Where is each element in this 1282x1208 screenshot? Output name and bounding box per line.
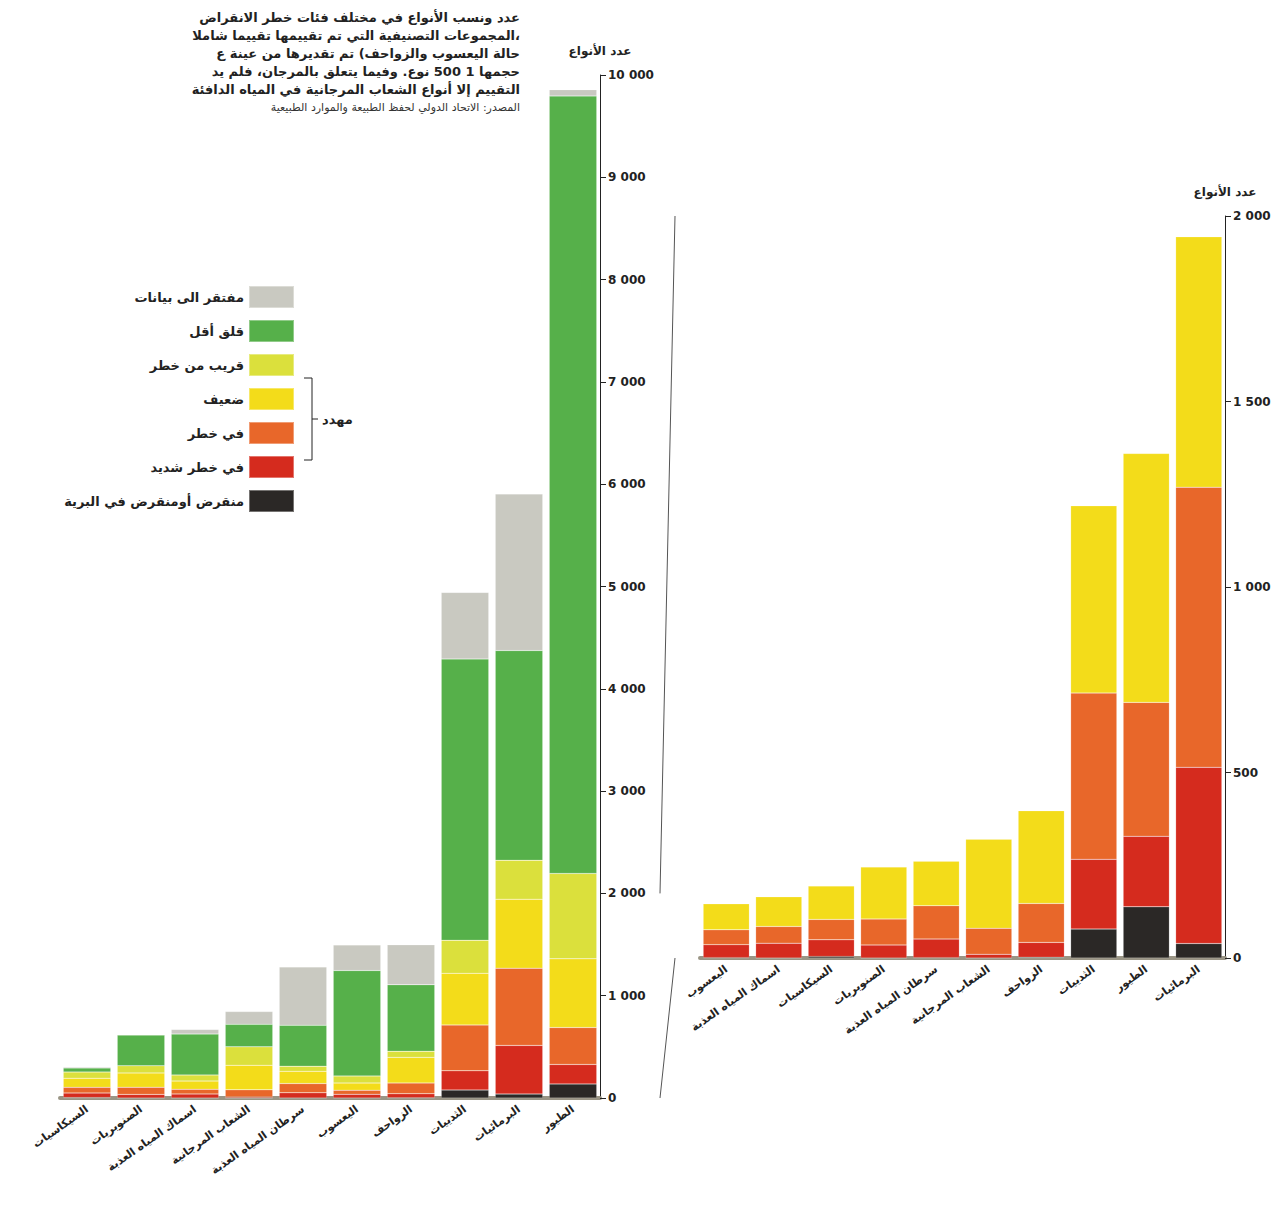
svg-text:قريب من خطر: قريب من خطر (149, 358, 244, 373)
svg-text:الثدييات: الثدييات (426, 1103, 468, 1138)
svg-text:حجمها 1 500 نوع. وفيما يتعلق ب: حجمها 1 500 نوع. وفيما يتعلق بالمرجان، ف… (212, 64, 520, 79)
svg-text:حالة اليعسوب والزواحف) تم تقدي: حالة اليعسوب والزواحف) تم تقديرها من عين… (216, 46, 520, 61)
svg-text:المصدر: الاتحاد الدولي لحفظ ال: المصدر: الاتحاد الدولي لحفظ الطبيعة والم… (271, 101, 520, 114)
svg-text:اليعسوب: اليعسوب (314, 1103, 361, 1141)
svg-text:البرمائيات: البرمائيات (471, 1103, 523, 1145)
svg-text:الزواحف: الزواحف (369, 1103, 414, 1140)
svg-text:4 000: 4 000 (608, 682, 646, 696)
svg-text:الثدييات: الثدييات (1055, 963, 1097, 998)
svg-text:5 000: 5 000 (608, 580, 646, 594)
svg-text:قلق أقل: قلق أقل (189, 323, 244, 339)
svg-text:سرطان المياه العذبة: سرطان المياه العذبة (208, 1103, 306, 1177)
svg-text:الطيور: الطيور (1112, 963, 1150, 995)
svg-text:السيكاسيات: السيكاسيات (30, 1103, 90, 1151)
svg-text:6 000: 6 000 (608, 477, 646, 491)
svg-text:سرطان المياه العذبة: سرطان المياه العذبة (842, 963, 940, 1037)
svg-text:الشعاب المرجانية: الشعاب المرجانية (908, 963, 992, 1027)
svg-text:1 500: 1 500 (1233, 395, 1271, 409)
svg-text:2 000: 2 000 (608, 886, 646, 900)
svg-text:التقييم إلا أنواع الشعاب المرج: التقييم إلا أنواع الشعاب المرجانية في ال… (192, 81, 520, 97)
svg-text:في خطر: في خطر (187, 426, 244, 441)
svg-text:ضعيف: ضعيف (203, 392, 244, 407)
svg-text:اسماك المياه العذبة: اسماك المياه العذبة (689, 963, 783, 1034)
svg-text:في خطر شديد: في خطر شديد (150, 460, 244, 475)
svg-text:0: 0 (1233, 951, 1241, 965)
svg-text:المجموعات التصنيفية التي تم تق: المجموعات التصنيفية التي تم تقييمها تقيي… (192, 28, 520, 43)
svg-text:الشعاب المرجانية: الشعاب المرجانية (168, 1102, 253, 1168)
svg-text:اسماك المياه العذبة: اسماك المياه العذبة (105, 1103, 199, 1174)
svg-text:الطيور: الطيور (539, 1103, 577, 1135)
svg-text:3 000: 3 000 (608, 784, 646, 798)
svg-text:عدد الأنواع: عدد الأنواع (1194, 184, 1257, 200)
svg-text:500: 500 (1233, 766, 1258, 780)
svg-text:البرمائيات: البرمائيات (1151, 963, 1203, 1005)
svg-text:اليعسوب: اليعسوب (683, 963, 730, 1001)
svg-text:1 000: 1 000 (1233, 580, 1271, 594)
svg-text:1 000: 1 000 (608, 989, 646, 1003)
svg-text:الصنوبريات: الصنوبريات (830, 962, 888, 1008)
svg-text:2 000: 2 000 (1233, 209, 1271, 223)
svg-text:0: 0 (608, 1091, 616, 1105)
svg-text:7 000: 7 000 (608, 375, 646, 389)
svg-text:عدد الأنواع: عدد الأنواع (569, 43, 632, 59)
svg-text:9 000: 9 000 (608, 170, 646, 184)
svg-text:عدد ونسب الأنواع في مختلف فئات: عدد ونسب الأنواع في مختلف فئات خطر الانق… (199, 9, 520, 25)
svg-text:الزواحف: الزواحف (1000, 963, 1045, 1000)
svg-text:مهدد: مهدد (322, 412, 353, 427)
svg-text:منقرض أومنقرض في البرية: منقرض أومنقرض في البرية (64, 493, 244, 509)
svg-text:السيكاسيات: السيكاسيات (775, 963, 835, 1011)
svg-text:8 000: 8 000 (608, 273, 646, 287)
svg-text:مفتقر الى بيانات: مفتقر الى بيانات (134, 290, 244, 305)
svg-text:الصنوبريات: الصنوبريات (87, 1102, 145, 1148)
svg-text:10 000: 10 000 (608, 68, 654, 82)
